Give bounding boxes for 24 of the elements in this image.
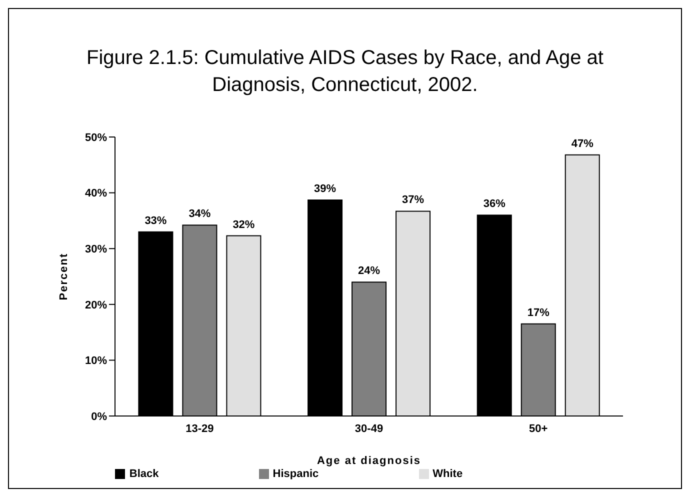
y-tick-label: 30% [84,244,108,256]
data-label: 36% [483,198,506,210]
x-axis-title: Age at diagnosis [316,455,422,467]
x-tick-label: 30-49 [354,422,384,435]
y-tick-label: 10% [84,355,108,368]
legend-label: Hispanic [272,468,319,480]
y-tick-label: 50% [84,132,108,144]
chart-title: Figure 2.1.5: Cumulative AIDS Cases by Race, and Age at Diagnosis, Connecticut, 2002. [86,46,604,98]
y-axis-title: Percent [58,252,70,300]
x-tick-label: 13-29 [186,422,214,435]
data-label: 24% [358,265,380,278]
data-label: 17% [527,306,550,319]
y-tick-label: 20% [84,299,108,312]
data-label: 32% [232,218,255,231]
data-label: 37% [402,194,424,206]
legend-label: Black [129,468,159,480]
x-tick-label: 50+ [528,422,548,435]
y-tick-label: 0% [91,410,108,423]
data-label: 47% [571,138,594,150]
data-label: 33% [144,214,167,227]
data-label: 39% [314,183,336,196]
y-tick-label: 40% [84,188,108,200]
data-label: 34% [188,208,211,220]
legend-label: White [432,468,463,480]
